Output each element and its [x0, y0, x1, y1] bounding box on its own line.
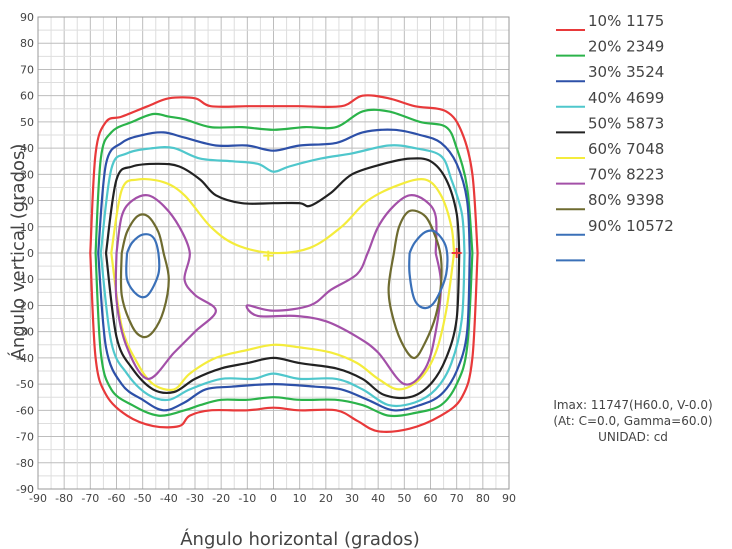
- x-tick-label: -80: [55, 492, 73, 505]
- x-tick-label: 60: [424, 492, 438, 505]
- x-tick-label: 30: [345, 492, 359, 505]
- x-axis-title: Ángulo horizontal (grados): [180, 528, 420, 549]
- y-tick-label: -50: [16, 378, 34, 391]
- y-tick-label: 80: [20, 37, 34, 50]
- contour-8: [119, 209, 443, 360]
- x-tick-label: 90: [502, 492, 516, 505]
- y-tick-label: -20: [16, 299, 34, 312]
- contour-path: [94, 108, 474, 254]
- y-tick-label: 70: [20, 63, 34, 76]
- x-tick-label: -20: [212, 492, 230, 505]
- max-marker: [451, 248, 462, 258]
- x-tick-label: -10: [238, 492, 256, 505]
- x-tick-label: -50: [134, 492, 152, 505]
- contour-1: [89, 94, 479, 433]
- contour-path: [110, 252, 456, 392]
- contour-path: [99, 144, 466, 254]
- legend-label: 50% 5873: [588, 114, 664, 132]
- y-tick-label: 90: [20, 11, 34, 24]
- plot-frame: [37, 16, 510, 490]
- y-tick-label: 30: [20, 168, 34, 181]
- y-tick-label: -80: [16, 457, 34, 470]
- legend-label: 20% 2349: [588, 38, 664, 56]
- x-tick-label: -40: [160, 492, 178, 505]
- contour-path: [104, 252, 461, 400]
- contour-4: [99, 144, 466, 408]
- info-unit: UNIDAD: cd: [598, 430, 668, 444]
- contour-path: [110, 177, 456, 255]
- y-tick-label: 20: [20, 195, 34, 208]
- y-tick-label: 50: [20, 116, 34, 129]
- x-tick-labels: -90 -80 -70 -60 -50 -40 -30 -20 -10 0 10 20 30 40 50 60…: [29, 492, 516, 505]
- x-tick-label: 20: [319, 492, 333, 505]
- legend-label: 90% 10572: [588, 217, 674, 235]
- y-tick-label: -90: [16, 483, 34, 496]
- contour-path: [97, 252, 471, 412]
- contour-6: [110, 177, 456, 392]
- y-tick-label: -60: [16, 404, 34, 417]
- x-tick-label: -70: [81, 492, 99, 505]
- contour-9: [125, 229, 449, 310]
- contour-5: [104, 157, 461, 400]
- contour-path: [119, 213, 170, 339]
- legend-label: 40% 4699: [588, 89, 664, 107]
- y-tick-label: -30: [16, 326, 34, 339]
- contour-curves: [89, 94, 479, 433]
- info-imax: Imax: 11747(H60.0, V-0.0): [553, 398, 712, 412]
- y-axis-title: Ángulo vertical (grados): [7, 144, 29, 361]
- x-tick-label: 70: [450, 492, 464, 505]
- center-marker: [263, 250, 274, 261]
- x-tick-label: 40: [371, 492, 385, 505]
- x-tick-label: 80: [476, 492, 490, 505]
- y-tick-labels: 90 80 70 60 50 40 30 20 10 0 -10 -20 -30 -40 -50 -60 -70…: [16, 11, 34, 496]
- legend-label: 80% 9398: [588, 191, 664, 209]
- y-tick-label: -70: [16, 431, 34, 444]
- x-tick-label: -30: [186, 492, 204, 505]
- legend-label: 60% 7048: [588, 140, 664, 158]
- y-tick-label: 60: [20, 90, 34, 103]
- contour-path: [89, 252, 479, 433]
- contour-3: [97, 128, 471, 412]
- contour-2: [94, 108, 474, 418]
- contour-path: [94, 252, 474, 418]
- info-angle: (At: C=0.0, Gamma=60.0): [553, 414, 712, 428]
- contour-path: [97, 128, 471, 254]
- markers: [263, 248, 462, 261]
- x-tick-label: 0: [270, 492, 277, 505]
- x-tick-label: -90: [29, 492, 47, 505]
- x-tick-label: 50: [397, 492, 411, 505]
- contour-path: [114, 194, 217, 380]
- contour-path: [89, 94, 479, 254]
- x-tick-label: 10: [293, 492, 307, 505]
- contour-path: [387, 209, 443, 360]
- y-tick-label: 10: [20, 221, 34, 234]
- contour-path: [104, 157, 461, 254]
- contour-path: [125, 233, 161, 299]
- info-block: Imax: 11747(H60.0, V-0.0) (At: C=0.0, Ga…: [553, 398, 712, 444]
- contour-7: [114, 194, 443, 386]
- x-tick-label: -60: [108, 492, 126, 505]
- legend-label: 30% 3524: [588, 63, 664, 81]
- legend: 10% 1175 20% 2349 30% 3524 40% 4699 50% 5873…: [556, 12, 674, 262]
- contour-path: [408, 229, 449, 310]
- contour-path: [99, 252, 466, 408]
- y-tick-label: 40: [20, 142, 34, 155]
- contour-path: [245, 194, 443, 386]
- y-tick-label: 0: [27, 247, 34, 260]
- legend-label: 70% 8223: [588, 166, 664, 184]
- y-tick-label: -10: [16, 273, 34, 286]
- y-tick-label: -40: [16, 352, 34, 365]
- legend-label: 10% 1175: [588, 12, 664, 30]
